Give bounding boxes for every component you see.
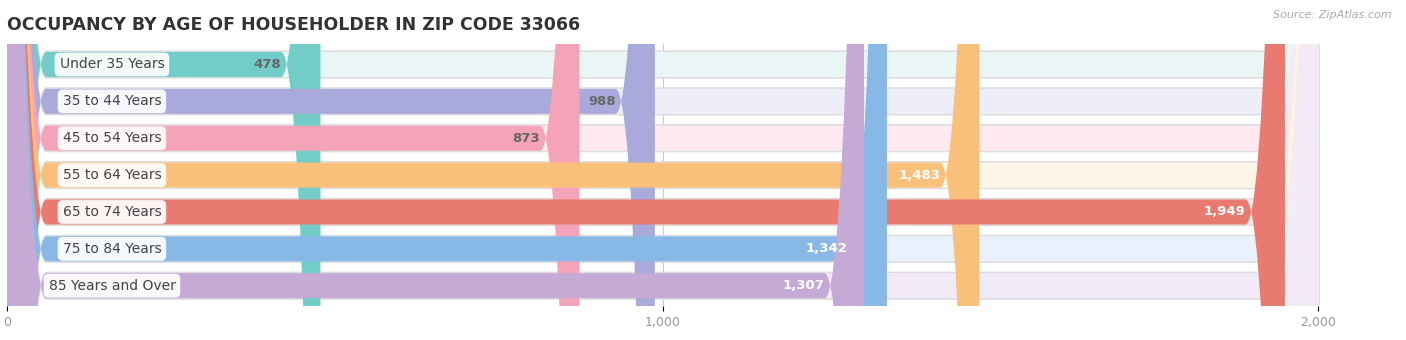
Text: 1,483: 1,483: [898, 169, 941, 182]
FancyBboxPatch shape: [7, 0, 1319, 340]
FancyBboxPatch shape: [7, 0, 1319, 340]
FancyBboxPatch shape: [7, 0, 579, 340]
FancyBboxPatch shape: [7, 0, 1319, 340]
FancyBboxPatch shape: [7, 0, 1319, 340]
FancyBboxPatch shape: [7, 0, 980, 340]
FancyBboxPatch shape: [7, 0, 1319, 340]
FancyBboxPatch shape: [7, 0, 1319, 340]
FancyBboxPatch shape: [7, 0, 1319, 340]
FancyBboxPatch shape: [7, 0, 321, 340]
Text: 35 to 44 Years: 35 to 44 Years: [63, 95, 162, 108]
FancyBboxPatch shape: [7, 0, 655, 340]
FancyBboxPatch shape: [7, 0, 1319, 340]
Text: Under 35 Years: Under 35 Years: [59, 57, 165, 71]
FancyBboxPatch shape: [7, 0, 1285, 340]
FancyBboxPatch shape: [7, 0, 1319, 340]
FancyBboxPatch shape: [7, 0, 1319, 340]
Text: 55 to 64 Years: 55 to 64 Years: [62, 168, 162, 182]
Text: 85 Years and Over: 85 Years and Over: [48, 279, 176, 293]
Text: Source: ZipAtlas.com: Source: ZipAtlas.com: [1274, 10, 1392, 20]
Text: OCCUPANCY BY AGE OF HOUSEHOLDER IN ZIP CODE 33066: OCCUPANCY BY AGE OF HOUSEHOLDER IN ZIP C…: [7, 16, 581, 34]
Text: 478: 478: [253, 58, 281, 71]
FancyBboxPatch shape: [7, 0, 1319, 340]
FancyBboxPatch shape: [7, 0, 1319, 340]
Text: 65 to 74 Years: 65 to 74 Years: [62, 205, 162, 219]
FancyBboxPatch shape: [7, 0, 865, 340]
Text: 45 to 54 Years: 45 to 54 Years: [63, 131, 162, 145]
Text: 75 to 84 Years: 75 to 84 Years: [62, 242, 162, 256]
FancyBboxPatch shape: [7, 0, 887, 340]
FancyBboxPatch shape: [7, 0, 1319, 340]
Text: 988: 988: [588, 95, 616, 108]
Text: 1,307: 1,307: [783, 279, 825, 292]
Text: 1,949: 1,949: [1204, 205, 1246, 219]
Text: 873: 873: [512, 132, 540, 145]
Text: 1,342: 1,342: [806, 242, 848, 255]
FancyBboxPatch shape: [7, 0, 1319, 340]
